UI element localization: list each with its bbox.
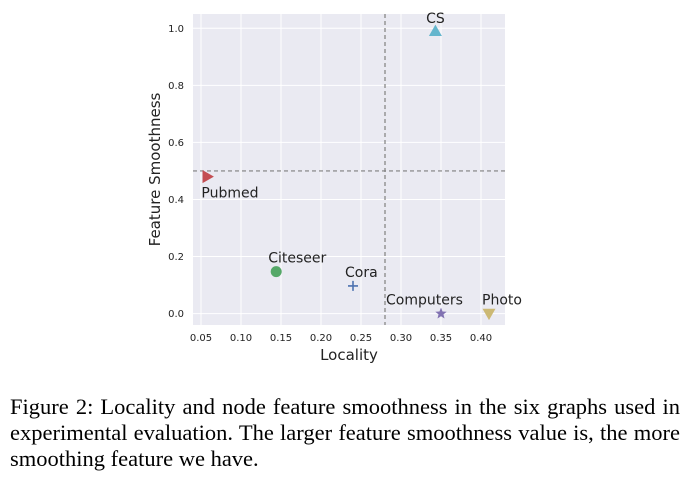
marker-pubmed (202, 170, 214, 184)
x-tick-label: 0.10 (230, 333, 252, 344)
plot-area (193, 14, 505, 325)
point-label-computers: Computers (386, 293, 463, 309)
x-tick-label: 0.15 (270, 333, 292, 344)
point-label-cora: Cora (345, 265, 378, 281)
x-tick-labels: 0.05 0.10 0.15 0.20 0.25 0.30 0.35 0.40 (190, 333, 492, 344)
x-tick-label: 0.40 (470, 333, 492, 344)
y-tick-label: 0.4 (168, 195, 184, 206)
marker-cora (348, 280, 358, 291)
y-tick-label: 0.8 (168, 81, 184, 92)
point-label-citeseer: Citeseer (268, 251, 326, 267)
y-tick-label: 0.6 (168, 138, 184, 149)
figure-caption: Figure 2: Locality and node feature smoo… (10, 394, 680, 471)
x-tick-label: 0.35 (430, 333, 452, 344)
x-tick-label: 0.25 (350, 333, 372, 344)
y-tick-label: 0.2 (168, 252, 184, 263)
marker-photo (482, 308, 496, 321)
point-label-cs: CS (426, 11, 445, 27)
y-tick-label: 0.0 (168, 309, 184, 320)
y-tick-labels: 0.0 0.2 0.4 0.6 0.8 1.0 (168, 24, 184, 320)
x-tick-label: 0.05 (190, 333, 212, 344)
y-axis-label: Feature Smoothness (146, 92, 164, 246)
x-tick-label: 0.30 (390, 333, 412, 344)
point-label-pubmed: Pubmed (201, 186, 258, 202)
scatter-chart: 0.05 0.10 0.15 0.20 0.25 0.30 0.35 0.40 0.00.20… (146, 11, 522, 364)
x-axis-label: Locality (320, 346, 378, 364)
reference-lines (193, 14, 505, 325)
x-tick-label: 0.20 (310, 333, 332, 344)
marker-cs (428, 24, 442, 36)
grid-lines (193, 14, 505, 325)
point-label-photo: Photo (482, 293, 522, 309)
marker-computers (435, 307, 447, 319)
marker-citeseer (270, 266, 282, 278)
point-labels: CS Pubmed Citeseer Cora Computers Photo (201, 11, 522, 308)
data-points (202, 24, 496, 321)
y-tick-label: 1.0 (168, 24, 184, 35)
